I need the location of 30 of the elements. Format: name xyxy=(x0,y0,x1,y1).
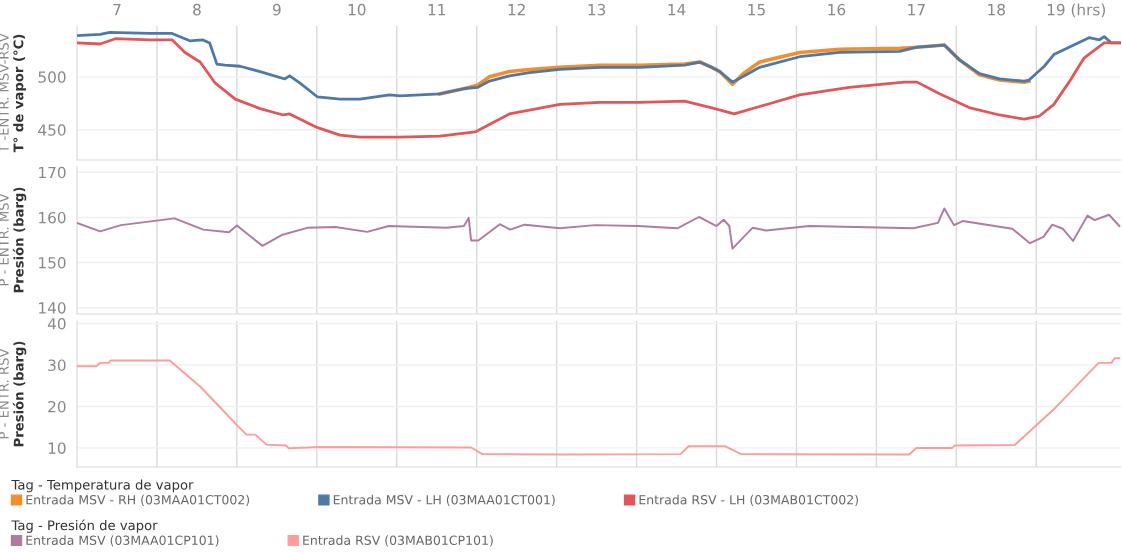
x-tick-label: 14 xyxy=(668,4,686,16)
x-tick-label: 9 xyxy=(272,3,281,16)
x-tick-label: 11 xyxy=(428,4,446,16)
x-tick-label: 19 (hrs) xyxy=(1047,3,1105,18)
x-tick-label: 10 xyxy=(348,3,366,16)
y-tick-label: 40 xyxy=(47,317,66,330)
y-tick-label: 150 xyxy=(39,257,66,269)
y-tick-label: 10 xyxy=(48,442,66,454)
x-tick-label: 7 xyxy=(113,4,121,16)
y-tick-label: 20 xyxy=(48,400,66,413)
legend-label: Entrada RSV - LH (03MAB01CT002) xyxy=(639,494,858,506)
x-tick-label: 8 xyxy=(193,3,201,16)
legend-title: Tag - Presión de vapor xyxy=(11,519,158,533)
y-tick-label: 500 xyxy=(38,71,66,83)
legend-label: Entrada MSV (03MAA01CP101) xyxy=(26,535,219,547)
y-tick-label: 140 xyxy=(39,302,66,314)
y-tick-label: 450 xyxy=(38,124,66,136)
x-tick-label: 12 xyxy=(508,3,525,16)
x-tick-label: 18 xyxy=(988,3,1005,16)
y-tick-label: 160 xyxy=(39,211,66,224)
legend-label: Entrada RSV (03MAB01CP101) xyxy=(303,535,493,547)
x-tick-label: 17 xyxy=(908,4,925,16)
x-tick-label: 15 xyxy=(748,4,765,16)
legend-label: Entrada MSV - RH (03MAA01CT002) xyxy=(26,494,250,506)
x-tick-label: 16 xyxy=(828,3,846,16)
legend-title: Tag - Temperatura de vapor xyxy=(11,479,194,493)
y-tick-label: 30 xyxy=(48,359,66,371)
legend-label: Entrada MSV - LH (03MAA01CT001) xyxy=(333,494,555,506)
y-tick-label: 170 xyxy=(39,166,66,179)
x-tick-label: 13 xyxy=(588,3,606,16)
